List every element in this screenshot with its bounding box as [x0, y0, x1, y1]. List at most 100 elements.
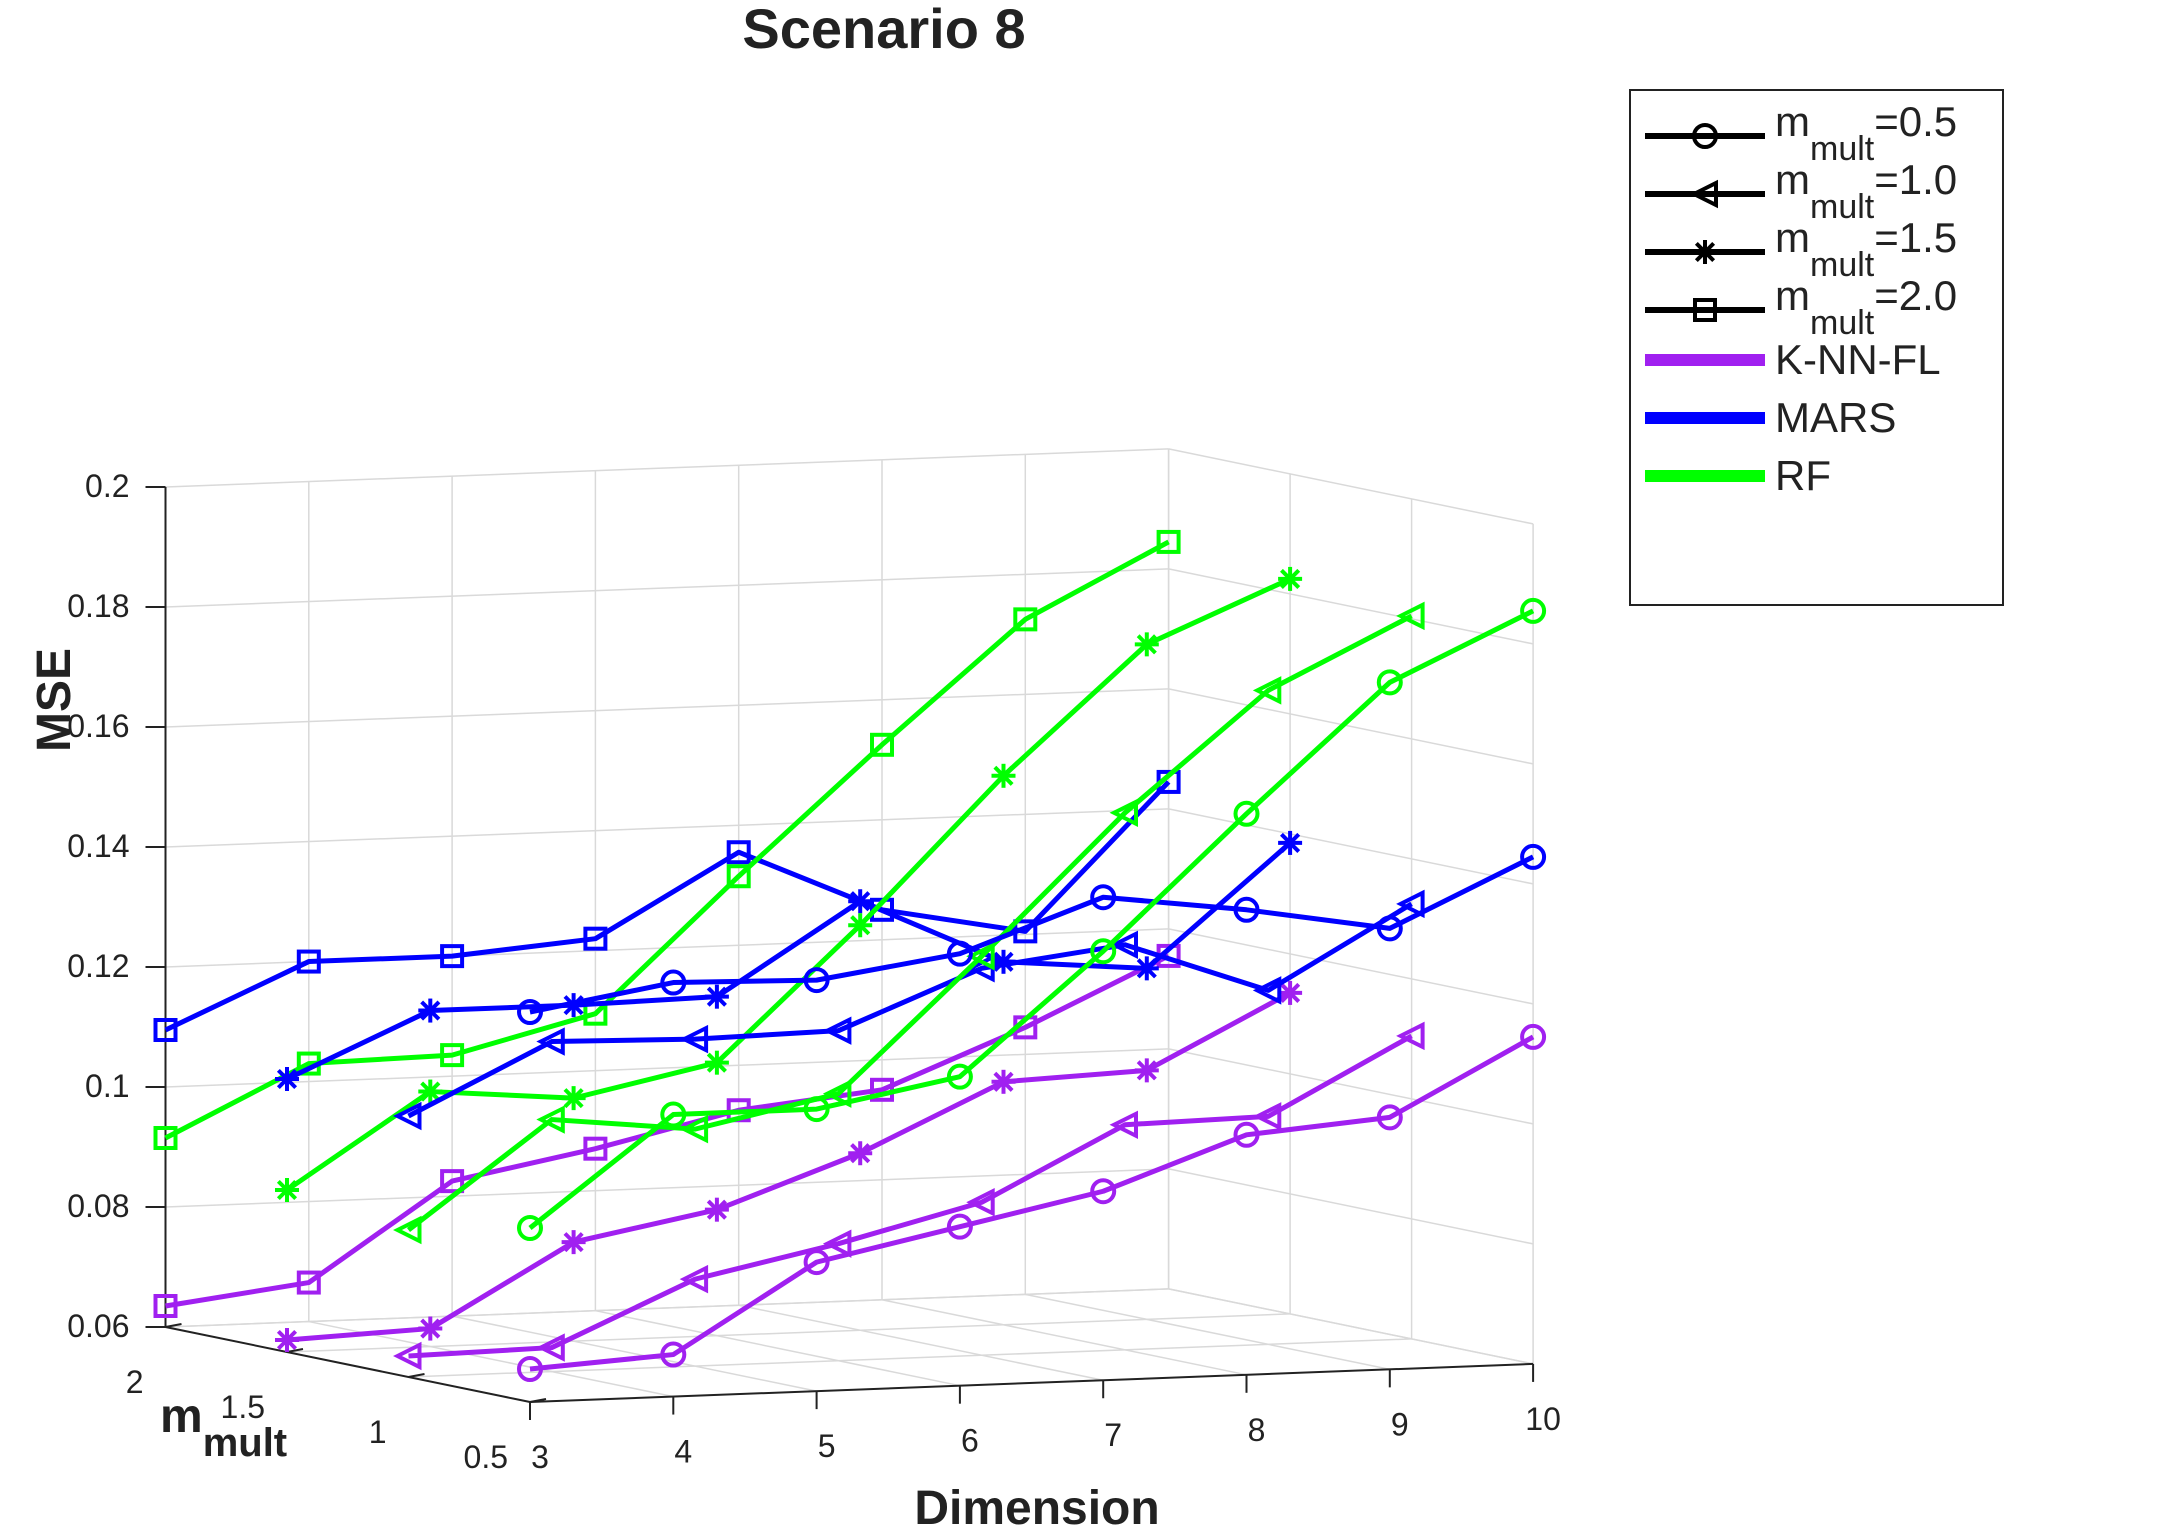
- data-point-triangle: [536, 1333, 565, 1362]
- series-line: [286, 990, 1292, 1343]
- legend-entry: mmult=1.5: [1645, 214, 1957, 284]
- data-point-triangle: [393, 1101, 422, 1131]
- y-tick-label: 0.5: [464, 1439, 508, 1475]
- data-point-circle: [1520, 843, 1547, 870]
- data-point-star: [561, 1086, 586, 1111]
- data-point-circle: [660, 969, 687, 996]
- data-point-circle: [1376, 915, 1403, 942]
- data-point-triangle: [679, 1024, 709, 1054]
- legend-entry: mmult=1.0: [1645, 156, 1957, 226]
- sidewall-gridline: [1168, 1168, 1534, 1245]
- data-point-star: [1278, 830, 1303, 855]
- data-point-square: [440, 1169, 465, 1194]
- series-mars-m2: [153, 769, 1181, 1042]
- x-tick-label: 3: [531, 1439, 549, 1475]
- data-point-star: [1278, 980, 1303, 1005]
- data-point-circle: [1520, 1023, 1547, 1050]
- data-point-star: [1134, 956, 1159, 981]
- data-point-circle: [1090, 938, 1117, 965]
- y-tick-mark: [286, 1348, 304, 1353]
- series-line: [285, 841, 1292, 1082]
- legend-entry: RF: [1645, 452, 1831, 499]
- data-point-square: [440, 944, 465, 969]
- x-axis-line: [529, 1362, 1534, 1403]
- data-point-circle: [517, 1356, 543, 1382]
- data-point-circle: [660, 1341, 687, 1368]
- series-rf-m2: [153, 529, 1181, 1150]
- data-point-star: [991, 1069, 1016, 1094]
- data-point-star: [991, 763, 1016, 788]
- data-point-star: [848, 913, 873, 938]
- x-tick-label: 5: [818, 1428, 836, 1464]
- legend-label: RF: [1775, 452, 1831, 499]
- data-point-star: [418, 1316, 443, 1341]
- series-line: [164, 780, 1171, 1033]
- data-point-star: [1134, 1058, 1159, 1083]
- series-mars-m1: [393, 889, 1425, 1131]
- data-point-triangle: [536, 1105, 565, 1134]
- y-tick-label: 1: [369, 1414, 387, 1450]
- backwall-gridline: [165, 448, 1169, 488]
- data-point-triangle: [966, 1188, 995, 1217]
- data-point-star: [848, 889, 873, 914]
- backwall-gridline: [165, 1168, 1169, 1208]
- sidewall-gridline: [1168, 928, 1534, 1005]
- sidewall-gridline: [1168, 1288, 1534, 1365]
- data-point-circle: [1520, 597, 1547, 624]
- data-point-circle: [1233, 800, 1260, 827]
- data-point-square: [440, 1043, 465, 1068]
- data-point-square: [726, 840, 751, 865]
- series-rf-m0.5: [517, 597, 1547, 1241]
- data-point-star: [275, 1328, 299, 1352]
- data-point-triangle: [1109, 930, 1138, 960]
- series-k-nn-fl-m0.5: [517, 1023, 1547, 1382]
- data-point-triangle: [679, 1264, 709, 1294]
- data-point-circle: [1376, 669, 1403, 696]
- legend-entry: mmult=2.0: [1645, 272, 1957, 342]
- data-point-triangle: [1109, 1110, 1138, 1140]
- sidewall-gridline: [1168, 808, 1534, 885]
- data-point-circle: [1090, 1178, 1117, 1205]
- series-layer: [153, 529, 1547, 1382]
- data-point-star: [418, 998, 443, 1023]
- floor-gridline: [1025, 1293, 1390, 1371]
- z-tick-label: 0.12: [67, 948, 129, 984]
- data-point-star: [418, 1079, 443, 1104]
- legend-marker-star: [1693, 240, 1717, 264]
- legend-entry: MARS: [1645, 394, 1896, 441]
- legend: mmult=0.5mmult=1.0mmult=1.5mmult=2.0K-NN…: [1629, 89, 2004, 606]
- series-k-nn-fl-m1: [393, 1021, 1425, 1371]
- data-point-square: [296, 1270, 321, 1295]
- legend-marker-square: [1693, 298, 1717, 322]
- x-tick-label: 6: [961, 1423, 979, 1459]
- floor-gridline: [286, 1313, 1291, 1353]
- y-tick-label: 1.5: [221, 1389, 265, 1425]
- series-line: [408, 1033, 1413, 1359]
- legend-label: K-NN-FL: [1775, 336, 1941, 383]
- data-point-circle: [517, 999, 543, 1025]
- z-tick-label: 0.16: [67, 708, 129, 744]
- data-point-square: [1013, 607, 1038, 632]
- data-point-star: [1134, 632, 1159, 657]
- data-point-circle: [1090, 884, 1117, 911]
- data-point-circle: [517, 1215, 543, 1241]
- data-point-triangle: [1252, 676, 1282, 705]
- z-tick-label: 0.14: [67, 828, 129, 864]
- legend-marker-triangle: [1689, 179, 1718, 209]
- series-line: [528, 608, 1535, 1230]
- series-line: [529, 1034, 1535, 1372]
- chart-title: Scenario 8: [742, 0, 1025, 60]
- data-point-circle: [946, 940, 973, 967]
- data-point-triangle: [1396, 1021, 1425, 1051]
- x-tick-label: 7: [1104, 1417, 1122, 1453]
- series-mars-m0.5: [517, 843, 1547, 1025]
- x-tick-label: 8: [1248, 1412, 1266, 1448]
- sidewall-gridline: [1168, 568, 1534, 645]
- legend-entry: mmult=0.5: [1645, 98, 1957, 168]
- series-line: [164, 539, 1170, 1141]
- series-line: [406, 613, 1413, 1232]
- data-point-circle: [946, 1063, 973, 1090]
- z-tick-label: 0.18: [67, 588, 129, 624]
- data-point-triangle: [1252, 976, 1282, 1005]
